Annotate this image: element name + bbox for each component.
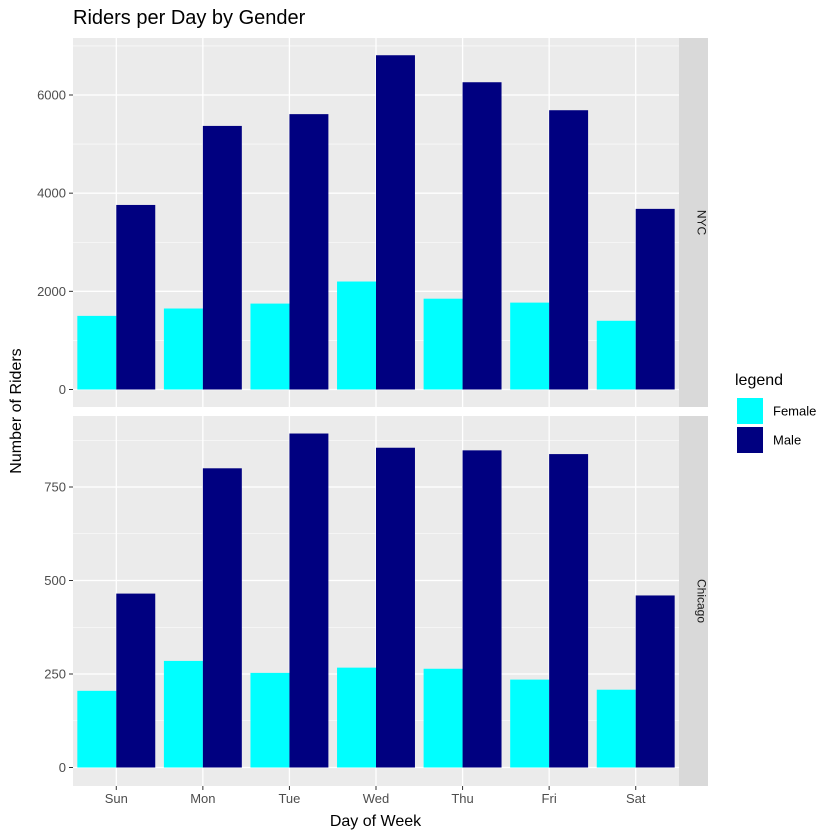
bar-female-sun [77, 690, 117, 768]
y-tick-label: 2000 [37, 284, 66, 299]
bar-female-fri [510, 679, 550, 768]
bar-male-mon [202, 125, 242, 390]
facet-panel-chicago: 0 250 500 750 Chicago [44, 416, 709, 786]
facet-panels: 0 2000 4000 6000 NYC 0 250 500 750 Chicago Sun Mon T… [37, 38, 709, 806]
bar-male-sun [116, 204, 156, 390]
x-tick-label: Tue [278, 791, 300, 806]
y-tick-label: 4000 [37, 186, 66, 201]
bar-female-mon [163, 308, 203, 390]
facet-strip-label: Chicago [695, 579, 709, 623]
bar-male-fri [549, 110, 589, 390]
x-tick-label: Wed [363, 791, 390, 806]
x-axis-title: Day of Week [330, 813, 422, 830]
bar-male-sat [635, 208, 675, 390]
bar-male-tue [289, 114, 329, 390]
bar-male-wed [376, 55, 415, 390]
facet-strip [679, 38, 708, 407]
bar-female-mon [163, 660, 203, 768]
bar-male-sat [635, 595, 675, 768]
facet-panel-nyc: 0 2000 4000 6000 NYC [37, 38, 709, 407]
bar-female-wed [337, 667, 376, 768]
y-tick-label: 750 [44, 480, 66, 495]
legend-key-male [737, 427, 763, 453]
bar-female-sun [77, 315, 117, 390]
legend: legend Female Male [735, 372, 816, 453]
x-tick-label: Sun [105, 791, 128, 806]
x-axis: Sun Mon Tue Wed Thu Fri Sat [105, 786, 646, 806]
bar-female-sat [596, 320, 636, 390]
bar-female-thu [423, 668, 463, 768]
chart-title: Riders per Day by Gender [73, 7, 306, 29]
bar-female-thu [423, 298, 463, 390]
x-tick-label: Thu [451, 791, 473, 806]
y-tick-label: 500 [44, 573, 66, 588]
y-tick-label: 0 [59, 760, 66, 775]
bar-male-sun [116, 593, 156, 768]
bar-female-sat [596, 689, 636, 768]
y-tick-label: 0 [59, 382, 66, 397]
bar-male-mon [202, 468, 242, 768]
bar-male-thu [462, 82, 502, 390]
bar-male-tue [289, 433, 329, 768]
bar-male-wed [376, 447, 415, 768]
bar-male-thu [462, 450, 502, 768]
x-tick-label: Sat [626, 791, 646, 806]
bar-female-tue [250, 672, 290, 768]
x-tick-label: Fri [542, 791, 557, 806]
legend-label-female: Female [773, 404, 816, 419]
facet-strip-label: NYC [695, 210, 709, 236]
legend-key-female [737, 398, 763, 424]
y-tick-label: 6000 [37, 88, 66, 103]
bar-male-fri [549, 454, 589, 768]
legend-title: legend [735, 372, 783, 389]
x-tick-label: Mon [190, 791, 215, 806]
bar-female-tue [250, 303, 290, 390]
y-axis-title: Number of Riders [8, 348, 25, 473]
bar-female-wed [337, 281, 376, 390]
bar-female-fri [510, 302, 550, 390]
y-tick-label: 250 [44, 667, 66, 682]
legend-label-male: Male [773, 433, 801, 448]
facet-strip [679, 416, 708, 786]
